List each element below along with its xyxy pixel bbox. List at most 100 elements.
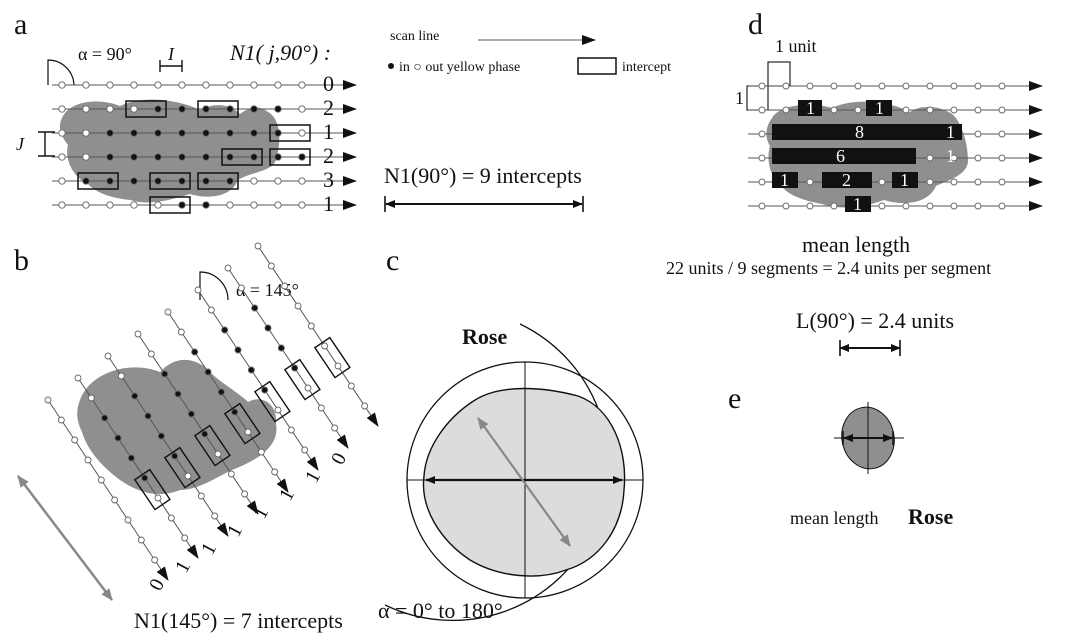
out-point: [274, 201, 282, 209]
out-point: [82, 201, 90, 209]
segment: [845, 196, 871, 212]
segment: [938, 124, 962, 140]
row-count: 1: [323, 119, 334, 144]
out-point: [137, 536, 145, 544]
in-point: [274, 153, 282, 161]
out-point: [226, 201, 234, 209]
in-point: [298, 153, 306, 161]
out-point: [184, 472, 192, 480]
point: [758, 154, 766, 162]
in-point: [178, 129, 186, 137]
scan-line: [197, 289, 319, 471]
out-point: [167, 514, 175, 522]
point: [950, 178, 958, 186]
in-point: [130, 153, 138, 161]
in-point: [250, 129, 258, 137]
point: [758, 106, 766, 114]
in-point: [178, 153, 186, 161]
out-point: [244, 428, 252, 436]
segment-number: 1: [900, 170, 909, 190]
in-point: [154, 153, 162, 161]
in-point: [130, 129, 138, 137]
point: [902, 82, 910, 90]
out-point: [237, 284, 245, 292]
mean-length-calc: 22 units / 9 segments = 2.4 units per se…: [666, 258, 991, 278]
alpha-range-label: α = 0° to 180°: [378, 598, 503, 623]
line-count: 1: [223, 521, 247, 540]
segment: [822, 172, 872, 188]
i-label: I: [167, 44, 175, 64]
out-point: [307, 322, 315, 330]
out-point: [202, 81, 210, 89]
unit-box-side: [746, 85, 769, 111]
in-point: [291, 364, 299, 372]
segment: [772, 148, 916, 164]
unit-box: [767, 61, 791, 87]
out-point: [164, 308, 172, 316]
out-point: [44, 396, 52, 404]
in-point: [247, 366, 255, 374]
out-point: [97, 476, 105, 484]
panel-a: a α = 90° I J N1( j,90°) : 0 2 1 2 3 1 s…: [14, 8, 671, 216]
in-point: [114, 434, 122, 442]
out-point: [331, 424, 339, 432]
out-point: [294, 302, 302, 310]
in-point: [157, 432, 165, 440]
out-point: [287, 426, 295, 434]
scan-line: [107, 355, 229, 537]
side-unit-label: 1: [735, 88, 744, 108]
b-length-arrow: [17, 475, 113, 601]
point: [854, 82, 862, 90]
in-point: [221, 326, 229, 334]
out-point: [257, 448, 265, 456]
in-point: [141, 474, 149, 482]
in-point: [131, 392, 139, 400]
point: [974, 178, 982, 186]
in-point: [274, 129, 282, 137]
point: [998, 154, 1006, 162]
line-count: 1: [249, 503, 273, 522]
panel-d: d 1 unit 1 1 1 1 8 6 1 1 2 1 1: [666, 8, 1043, 356]
out-point: [104, 352, 112, 360]
out-point: [58, 153, 66, 161]
intercept-box: [283, 358, 321, 401]
in-point: [202, 201, 210, 209]
segment-number: 1: [875, 98, 884, 118]
in-point: [154, 177, 162, 185]
n1-total-a: N1(90°) = 9 intercepts: [384, 163, 582, 188]
in-point: [130, 177, 138, 185]
out-point: [74, 374, 82, 382]
rose-145-arrow: [477, 417, 571, 547]
point: [806, 178, 814, 186]
in-point: [202, 129, 210, 137]
line-count: 1: [301, 467, 325, 486]
out-point: [211, 512, 219, 520]
in-point: [202, 177, 210, 185]
in-point: [201, 430, 209, 438]
scan-line: [77, 377, 199, 559]
line-count: 0: [145, 575, 169, 594]
intercept-box: [313, 336, 351, 379]
intercept-box: [269, 124, 311, 142]
out-point: [134, 330, 142, 338]
out-point: [58, 105, 66, 113]
rose-label-c: Rose: [462, 324, 507, 349]
scan-line: [167, 311, 289, 493]
out-point: [57, 416, 65, 424]
panel-c-letter: c: [386, 244, 399, 277]
line-count: 0: [327, 449, 351, 468]
in-dot-icon: [388, 63, 394, 69]
in-point: [154, 105, 162, 113]
segment: [772, 124, 962, 140]
j-label: J: [16, 134, 25, 154]
point: [950, 202, 958, 210]
out-point: [298, 81, 306, 89]
out-point: [347, 382, 355, 390]
scan-line-label: scan line: [390, 29, 439, 44]
mean-length-label: mean length: [802, 232, 910, 257]
in-point: [204, 368, 212, 376]
out-point: [298, 129, 306, 137]
point: [758, 178, 766, 186]
in-point: [106, 153, 114, 161]
